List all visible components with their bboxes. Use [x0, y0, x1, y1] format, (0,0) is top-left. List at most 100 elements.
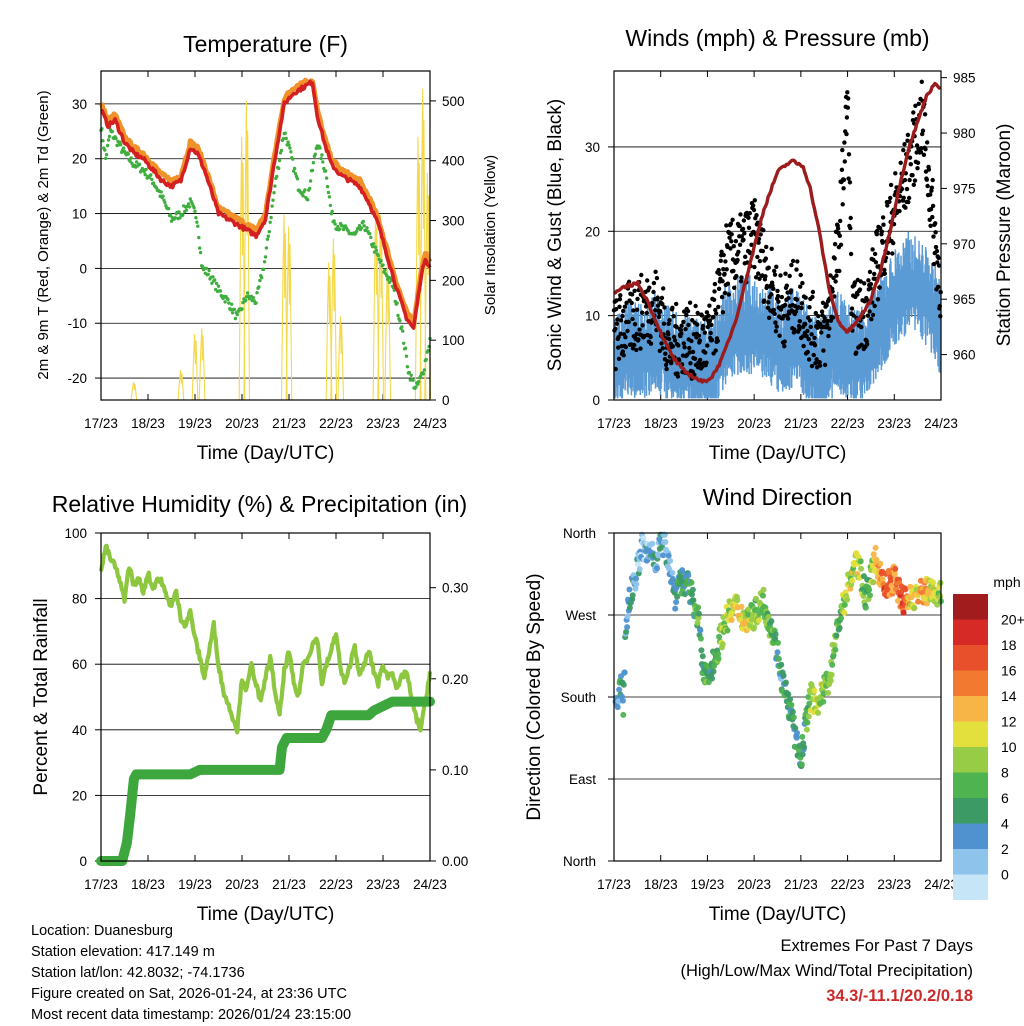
- gust-point: [867, 309, 872, 314]
- direction-point: [694, 619, 701, 626]
- gust-point: [648, 334, 653, 340]
- gust-point: [848, 251, 854, 257]
- gust-point: [776, 299, 781, 304]
- direction-point: [623, 628, 630, 635]
- gust-point: [915, 166, 920, 171]
- direction-point: [836, 625, 843, 631]
- gust-point: [809, 332, 814, 337]
- direction-point: [774, 649, 781, 656]
- gust-point: [660, 301, 665, 307]
- dewpoint-point: [227, 301, 231, 305]
- gust-point: [936, 263, 942, 268]
- dewpoint-point: [324, 169, 328, 173]
- dewpoint-point: [121, 146, 126, 150]
- direction-point: [787, 696, 794, 703]
- solar-spike: [325, 262, 333, 401]
- direction-point: [716, 633, 723, 640]
- dewpoint-point: [277, 158, 282, 163]
- gust-point: [713, 348, 718, 353]
- gust-point: [803, 295, 808, 300]
- gust-point: [664, 366, 669, 372]
- dewpoint-point: [283, 131, 287, 135]
- dewpoint-point: [114, 136, 118, 141]
- x-tick-label: 19/23: [178, 416, 212, 431]
- dewpoint-point: [263, 255, 268, 259]
- gust-point: [855, 292, 860, 297]
- dewpoint-point: [195, 220, 199, 224]
- gust-point: [674, 301, 679, 307]
- dewpoint-point: [264, 246, 269, 250]
- gust-point: [868, 286, 873, 291]
- gust-point: [618, 331, 623, 336]
- direction-point: [825, 689, 831, 696]
- direction-point: [888, 577, 894, 584]
- gust-point: [807, 305, 812, 310]
- x-tick-label: 20/23: [737, 416, 771, 431]
- dewpoint-point: [376, 253, 380, 258]
- gust-point: [778, 273, 783, 278]
- x-tick-label: 24/23: [413, 416, 447, 431]
- y-tick-label: 20: [72, 788, 87, 803]
- direction-point: [892, 565, 899, 572]
- gust-point: [771, 307, 776, 313]
- gust-point: [842, 159, 847, 164]
- gust-point: [832, 256, 837, 261]
- gust-point: [775, 293, 781, 299]
- direction-point: [768, 618, 775, 625]
- solar-spike: [243, 100, 251, 401]
- gust-point: [930, 214, 935, 220]
- gust-point: [705, 343, 710, 348]
- gust-point: [755, 254, 760, 260]
- dewpoint-point: [332, 219, 336, 223]
- gust-point: [902, 142, 907, 147]
- gust-point: [716, 267, 721, 273]
- gust-point: [845, 105, 850, 110]
- gust-point: [622, 304, 628, 309]
- gust-point: [919, 146, 924, 151]
- dewpoint-point: [254, 301, 258, 305]
- gust-point: [806, 337, 811, 342]
- gust-point: [742, 231, 747, 236]
- gust-point: [737, 242, 743, 247]
- dewpoint-point: [229, 308, 233, 312]
- x-tick-label: 21/23: [272, 877, 306, 892]
- gust-point: [752, 264, 757, 270]
- dewpoint-point: [104, 156, 108, 161]
- gust-point: [877, 225, 883, 231]
- direction-point: [673, 599, 680, 606]
- gust-point: [751, 203, 756, 208]
- gust-point: [834, 273, 839, 278]
- gust-point: [679, 331, 684, 336]
- gust-point: [746, 215, 751, 220]
- gust-point: [635, 296, 640, 302]
- relative-humidity-line: [98, 543, 433, 735]
- direction-point: [866, 586, 873, 593]
- gust-point: [617, 297, 623, 302]
- dewpoint-point: [207, 268, 211, 273]
- gust-point: [910, 118, 916, 123]
- direction-point: [872, 544, 879, 551]
- solar-spike: [384, 262, 392, 401]
- gust-point: [813, 361, 818, 366]
- dewpoint-point: [130, 161, 134, 166]
- gust-point: [766, 300, 771, 305]
- gust-point: [877, 285, 882, 290]
- y-tick-label: North: [563, 526, 596, 541]
- gust-point: [848, 215, 853, 221]
- dewpoint-point: [235, 312, 239, 317]
- direction-point: [841, 601, 848, 608]
- plot-frame: [100, 70, 431, 401]
- dewpoint-point: [426, 348, 430, 353]
- gust-point: [842, 140, 847, 145]
- gust-point: [792, 327, 797, 332]
- colorbar-label: 12: [1001, 714, 1017, 730]
- gust-point: [810, 294, 815, 300]
- gust-point: [671, 314, 676, 319]
- extremes-subtitle: (High/Low/Max Wind/Total Precipitation): [680, 962, 973, 980]
- direction-point: [665, 552, 672, 559]
- direction-point: [891, 571, 898, 578]
- dewpoint-point: [326, 190, 331, 195]
- gust-point: [704, 310, 710, 315]
- gust-point: [671, 334, 677, 340]
- dewpoint-point: [204, 266, 208, 270]
